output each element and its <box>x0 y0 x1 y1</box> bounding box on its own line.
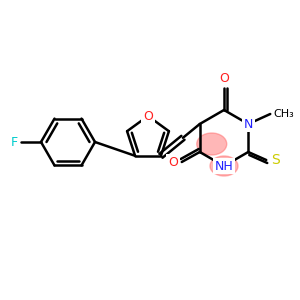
Text: F: F <box>11 136 18 148</box>
Text: O: O <box>168 155 178 169</box>
Ellipse shape <box>197 133 227 155</box>
Text: S: S <box>271 153 280 167</box>
Text: O: O <box>143 110 153 122</box>
Ellipse shape <box>210 156 238 176</box>
Text: N: N <box>244 118 253 130</box>
Text: O: O <box>219 73 229 85</box>
Text: NH: NH <box>214 160 233 172</box>
Text: CH₃: CH₃ <box>274 109 295 119</box>
